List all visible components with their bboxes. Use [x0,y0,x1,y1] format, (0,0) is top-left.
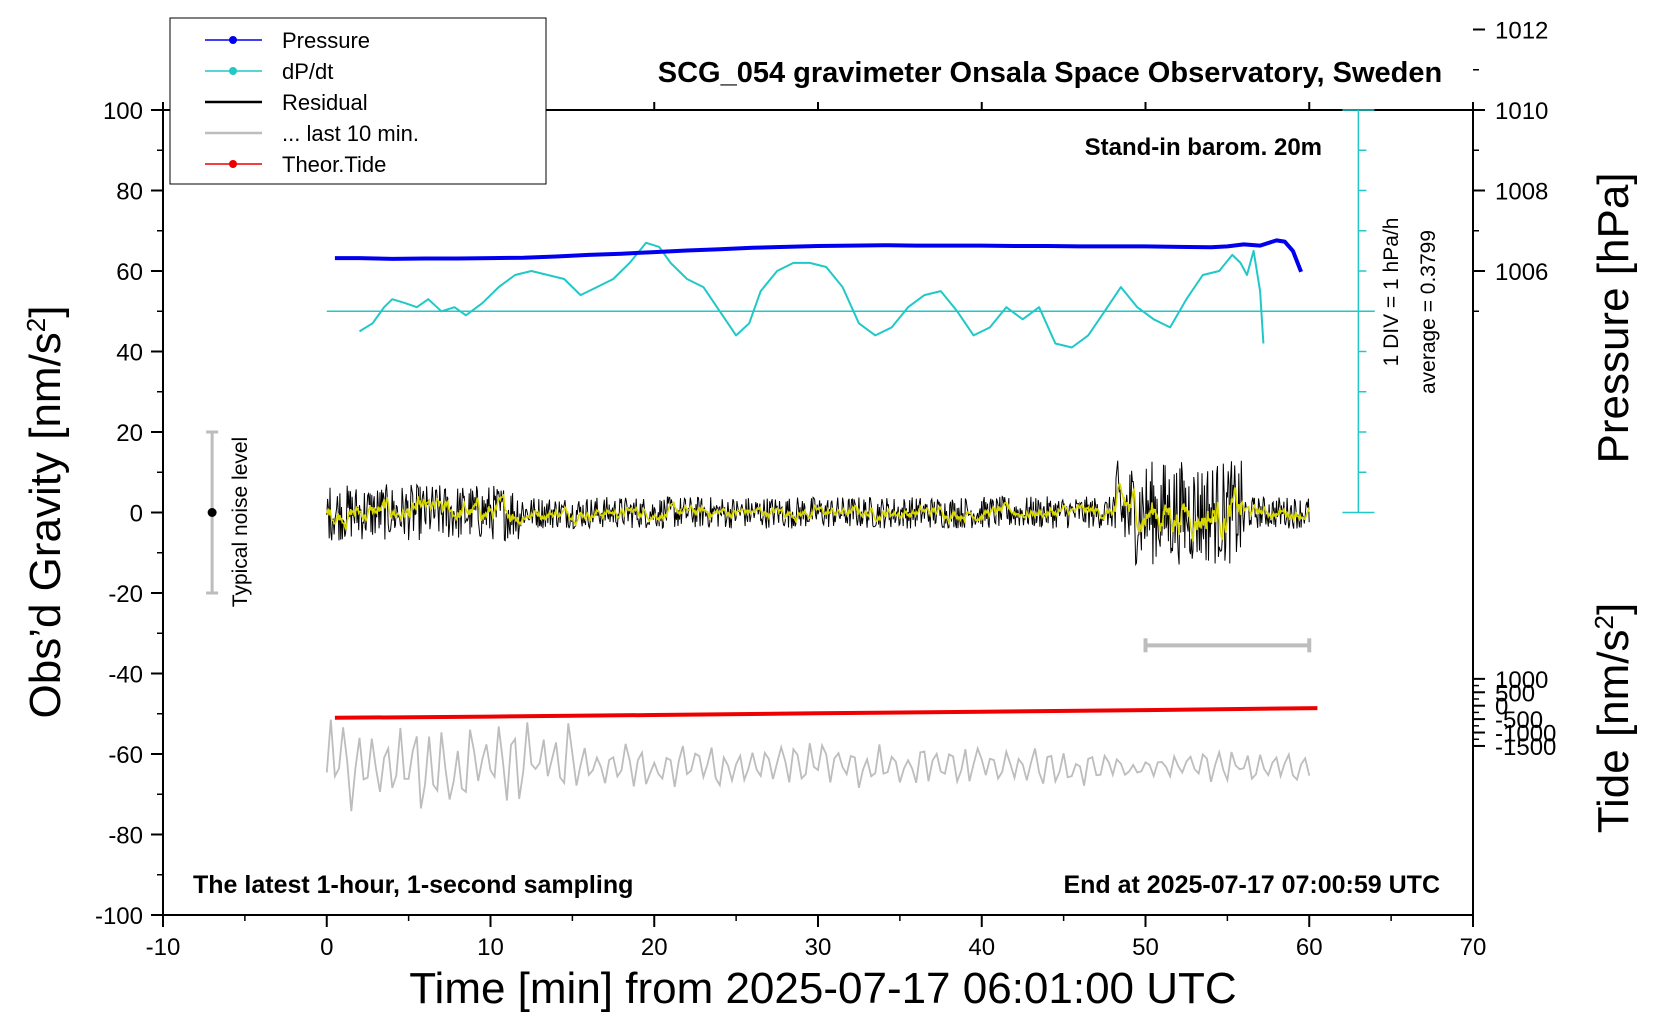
pressure-tick-label: 1010 [1495,98,1548,125]
series-theor-tide [334,706,1318,720]
pressure-tick-label: 1012 [1495,18,1548,45]
legend-key-dot [229,160,237,168]
x-tick-label: 20 [641,934,668,961]
tide-tick-label: 500 [1495,680,1535,707]
noise-level-note: Typical noise level [229,437,252,607]
y-tick-label: 80 [116,179,143,206]
chart-title: SCG_054 gravimeter Onsala Space Observat… [658,57,1442,89]
x-axis-title: Time [min] from 2025-07-17 06:01:00 UTC [409,964,1236,1013]
left-y-axis-title-sup: 2 [21,318,51,332]
legend-label-tide: Theor.Tide [282,152,386,177]
end-time-note: End at 2025-07-17 07:00:59 UTC [1063,871,1440,899]
tide-tick-label: -500 [1495,707,1543,734]
noise-bar-center-dot [207,508,217,517]
x-tick-label: 50 [1132,934,1159,961]
y-tick-label: 40 [116,340,143,367]
y-tick-label: 0 [130,501,143,528]
y-tick-label: -80 [108,823,143,850]
pressure-axis-title: Pressure [hPa] [1589,172,1638,463]
dpdt-average-note: average = 0.3799 [1417,230,1440,394]
tide-tick-label: -1500 [1495,734,1556,761]
series-last-10-min [325,719,1311,812]
series-layer [325,238,1318,812]
series-residual-smoothed [326,483,1310,542]
y-tick-label: -60 [108,742,143,769]
tide-axis-title-close: ] [1589,603,1638,615]
x-tick-label: 70 [1460,934,1487,961]
legend-label-pressure: Pressure [282,28,370,53]
y-tick-label: -40 [108,662,143,689]
pressure-tick-label: 1008 [1495,179,1548,206]
legend-box [169,17,547,185]
stand-in-note: Stand-in barom. 20m [1085,134,1322,161]
x-tick-label: 0 [320,934,333,961]
tide-axis-title-main: Tide [nm/s [1589,629,1638,833]
tide-tick-label: -1000 [1495,721,1556,748]
latest-hour-note: The latest 1-hour, 1-second sampling [193,871,633,899]
left-y-axis-title-main: Obs’d Gravity [nm/s [21,332,70,718]
y-tick-label: 20 [116,420,143,447]
tide-tick-label: 0 [1495,694,1508,721]
y-tick-label: -20 [108,581,143,608]
legend-key-dot [229,67,237,75]
y-tick-label: 100 [103,98,143,125]
extras-layer [206,109,1375,653]
legend-keys [205,36,262,168]
x-tick-label: -10 [146,934,181,961]
dpdt-division-note: 1 DIV = 1 hPa/h [1380,218,1403,367]
legend: Pressure dP/dt Residual ... last 10 min.… [169,17,547,185]
x-tick-label: 10 [477,934,504,961]
series-residual [326,460,1310,567]
y-tick-label: -100 [95,903,143,930]
left-y-axis-title-close: ] [21,305,70,317]
series-pressure [334,238,1303,273]
x-tick-label: 30 [805,934,832,961]
tide-axis-title: Tide [nm/s2] [1589,603,1638,833]
x-tick-label: 40 [968,934,995,961]
x-tick-label: 60 [1296,934,1323,961]
tide-tick-label: 1000 [1495,667,1548,694]
legend-label-last10: ... last 10 min. [282,121,419,146]
y-tick-label: 60 [116,259,143,286]
pressure-tick-label: 1006 [1495,259,1548,286]
legend-label-dpdt: dP/dt [282,59,333,84]
left-y-axis-title: Obs’d Gravity [nm/s2] [21,305,70,718]
series-dpdt [358,241,1265,349]
legend-label-residual: Residual [282,90,368,115]
axes-layer: -10 0 10 20 30 40 50 60 70-100-80-60-40-20020406… [95,18,1556,962]
tide-axis-title-sup: 2 [1589,615,1619,629]
legend-key-dot [229,36,237,44]
